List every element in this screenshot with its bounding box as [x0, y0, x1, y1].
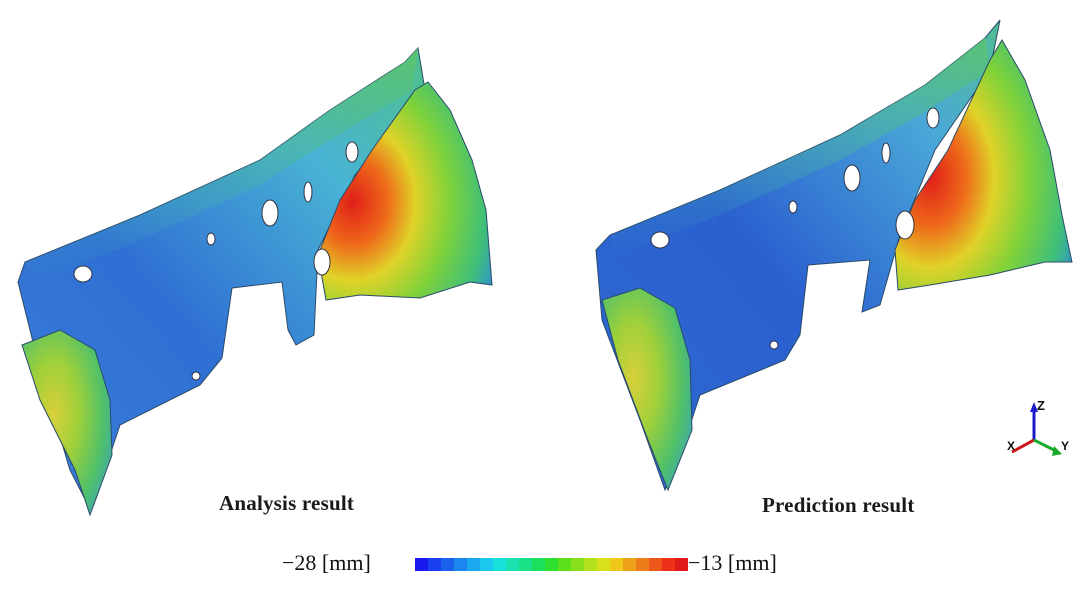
prediction-hole	[769, 340, 779, 350]
analysis-hole	[345, 141, 359, 163]
color-scale-swatch	[506, 558, 519, 571]
color-scale-swatch	[480, 558, 493, 571]
color-scale-swatch	[441, 558, 454, 571]
color-scale-bar	[415, 558, 688, 571]
prediction-hole	[881, 142, 891, 164]
analysis-hole	[73, 265, 93, 283]
prediction-top-strip	[610, 38, 990, 258]
analysis-right-cone	[317, 81, 493, 301]
prediction-hole	[788, 200, 798, 214]
color-scale-swatch	[571, 558, 584, 571]
axis-x-label: X	[1007, 439, 1015, 453]
analysis-top-strip	[25, 48, 418, 285]
color-scale-swatch	[649, 558, 662, 571]
prediction-hole	[650, 231, 670, 249]
prediction-right-cone	[894, 39, 1073, 291]
prediction-result-caption: Prediction result	[762, 493, 915, 517]
analysis-hole	[303, 181, 313, 203]
analysis-hole	[206, 232, 216, 246]
scale-max-label: −13 [mm]	[688, 550, 777, 575]
prediction-result-model	[595, 19, 1073, 492]
axis-y-label: Y	[1061, 439, 1069, 453]
color-scale-swatch	[467, 558, 480, 571]
axis-z-label: Z	[1037, 398, 1045, 413]
color-scale-swatch	[662, 558, 675, 571]
analysis-result-model	[17, 46, 493, 517]
analysis-hole	[313, 248, 331, 276]
color-scale-swatch	[545, 558, 558, 571]
analysis-left-bowl	[21, 329, 113, 517]
prediction-hole	[843, 164, 861, 192]
color-scale-swatch	[493, 558, 506, 571]
color-scale-swatch	[532, 558, 545, 571]
color-scale-swatch	[597, 558, 610, 571]
scale-min-label: −28 [mm]	[282, 550, 371, 575]
color-scale-swatch	[454, 558, 467, 571]
analysis-result-caption: Analysis result	[219, 491, 355, 515]
analysis-hole	[261, 199, 279, 227]
color-scale-swatch	[428, 558, 441, 571]
prediction-left-bowl	[601, 287, 693, 492]
color-scale-swatch	[519, 558, 532, 571]
axis-triad: Z X Y	[1007, 398, 1069, 456]
prediction-hole	[926, 107, 940, 129]
color-scale-swatch	[636, 558, 649, 571]
analysis-hole	[191, 371, 201, 381]
prediction-hole	[895, 210, 915, 240]
color-scale-swatch	[584, 558, 597, 571]
color-scale-swatch	[558, 558, 571, 571]
color-scale-swatch	[610, 558, 623, 571]
color-scale-swatch	[623, 558, 636, 571]
color-scale-swatch	[675, 558, 688, 571]
color-scale-swatch	[415, 558, 428, 571]
